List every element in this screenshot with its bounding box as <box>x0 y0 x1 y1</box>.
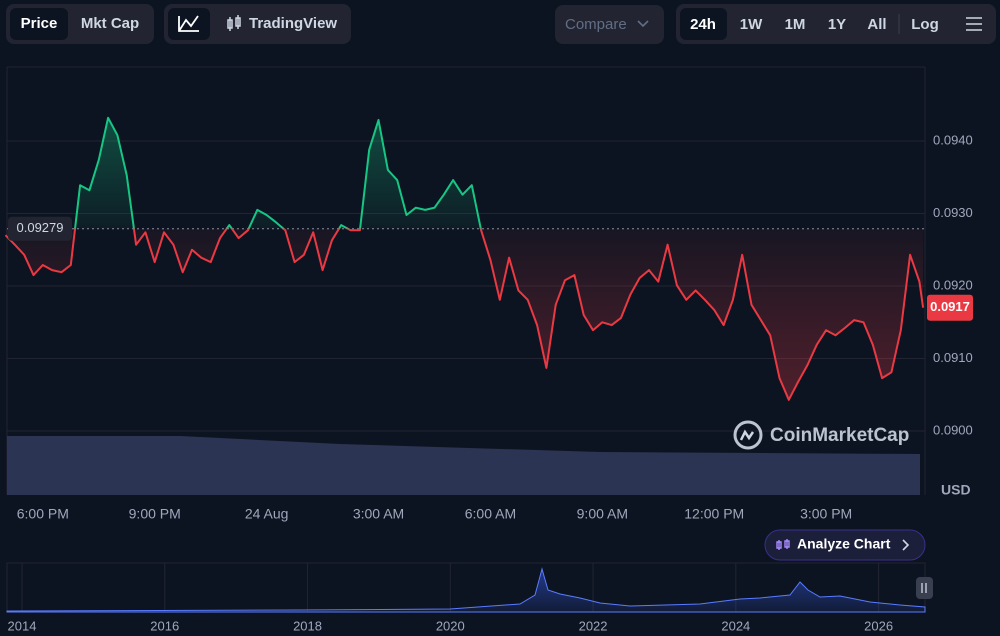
line-icon <box>178 15 199 32</box>
y-tick-label: 0.0920 <box>933 277 973 292</box>
mktcap-button[interactable]: Mkt Cap <box>81 15 139 32</box>
x-tick-label: 3:00 PM <box>800 506 852 522</box>
range-active <box>680 8 727 40</box>
x-tick-label: 9:00 AM <box>577 506 628 522</box>
analyze-icon <box>776 539 790 550</box>
y-tick-label: 0.0940 <box>933 132 973 147</box>
range-24h[interactable]: 24h <box>690 16 716 33</box>
compare-label: Compare <box>565 16 627 33</box>
x-tick-label: 9:00 PM <box>129 506 181 522</box>
analyze-caret <box>902 539 910 551</box>
x-tick-label: 3:00 AM <box>353 506 404 522</box>
x-tick-label: 6:00 PM <box>17 506 69 522</box>
volume-top-edge <box>7 436 920 454</box>
range-1m[interactable]: 1M <box>785 16 806 33</box>
range-1y[interactable]: 1Y <box>828 16 846 33</box>
navigator-tick-label: 2020 <box>436 618 465 633</box>
y-tick-label: 0.0930 <box>933 205 973 220</box>
analyze-label: Analyze Chart <box>797 536 891 552</box>
x-tick-label: 12:00 PM <box>684 506 744 522</box>
watermark-logo <box>733 420 763 450</box>
compare-button[interactable] <box>555 5 664 44</box>
navigator-tick-label: 2014 <box>8 618 37 633</box>
range-all[interactable]: All <box>867 16 886 33</box>
navigator-tick-label: 2026 <box>864 618 893 633</box>
x-tick-label: 24 Aug <box>245 506 289 522</box>
chart-type-group <box>164 4 351 44</box>
price-button[interactable]: Price <box>21 15 58 32</box>
navigator-history <box>6 567 926 613</box>
settings-icon[interactable] <box>966 17 982 31</box>
log-button[interactable]: Log <box>911 16 939 33</box>
y-unit: USD <box>941 482 971 498</box>
view-active <box>10 8 68 40</box>
range-1w[interactable]: 1W <box>740 16 763 33</box>
price-tag <box>927 294 973 321</box>
price-area <box>5 117 924 400</box>
navigator-tick-label: 2018 <box>293 618 322 633</box>
handle-grip <box>921 583 927 593</box>
watermark-logo-m <box>739 429 755 441</box>
y-tick-label: 0.0900 <box>933 422 973 437</box>
y-tick-label: 0.0910 <box>933 350 973 365</box>
baseline-label: 0.09279 <box>17 220 64 235</box>
analyze-button[interactable] <box>764 529 926 561</box>
x-tick-label: 6:00 AM <box>465 506 516 522</box>
baseline-tag <box>8 216 72 241</box>
price-tag-label: 0.0917 <box>930 299 970 314</box>
candle-icon <box>227 15 241 31</box>
range-group <box>676 4 996 44</box>
navigator-tick-label: 2022 <box>579 618 608 633</box>
navigator-tick-label: 2024 <box>721 618 750 633</box>
navigator-handle[interactable] <box>916 577 933 599</box>
compare-caret <box>637 20 649 28</box>
watermark: CoinMarketCap <box>770 425 909 446</box>
navigator-tick-label: 2016 <box>150 618 179 633</box>
price-line <box>4 116 925 401</box>
tradingview-button[interactable]: TradingView <box>249 15 337 32</box>
